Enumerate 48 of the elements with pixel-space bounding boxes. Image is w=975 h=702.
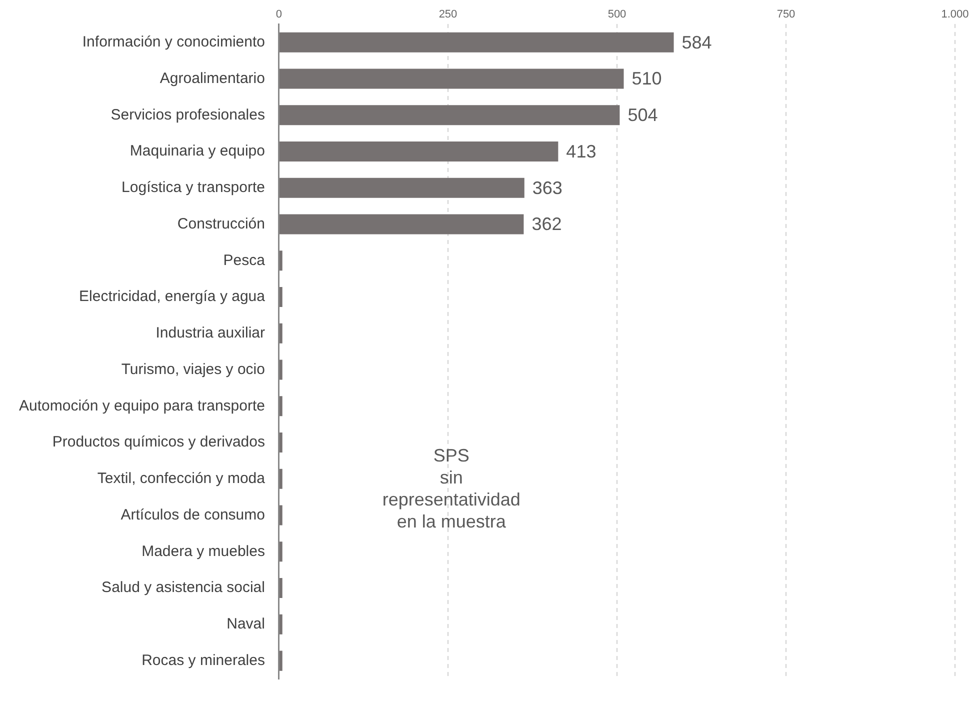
bar — [279, 214, 524, 234]
x-tick-label: 0 — [276, 8, 282, 21]
bar — [279, 578, 282, 598]
bar — [279, 105, 620, 126]
bar — [279, 323, 282, 344]
bar — [279, 542, 282, 562]
y-tick-label: Agroalimentario — [160, 70, 265, 87]
data-label: 413 — [566, 141, 596, 162]
y-tick-label: Electricidad, energía y agua — [79, 288, 266, 306]
y-tick-label: Logística y transporte — [122, 179, 265, 196]
x-tick-label: 750 — [776, 8, 796, 21]
y-tick-label: Rocas y minerales — [142, 652, 265, 669]
bar — [279, 650, 282, 671]
bar — [279, 178, 524, 198]
bar — [279, 614, 282, 634]
x-tick-label: 500 — [608, 8, 626, 21]
y-tick-label: Naval — [226, 616, 265, 633]
bar — [279, 396, 282, 416]
bar — [279, 142, 558, 162]
annotation: SPS sin representatividad en la muestra — [382, 445, 520, 532]
data-label: 362 — [532, 214, 562, 234]
bar — [279, 505, 282, 526]
bar — [279, 468, 282, 489]
y-tick-label: Salud y asistencia social — [102, 579, 265, 596]
y-tick-label: Industria auxiliar — [156, 324, 265, 342]
data-label: 504 — [628, 105, 658, 126]
y-tick-label: Artículos de consumo — [120, 506, 265, 524]
y-tick-label: Maquinaria y equipo — [130, 142, 265, 160]
y-tick-label: Automoción y equipo para transporte — [19, 397, 265, 414]
bar — [279, 32, 674, 52]
y-tick-label: Madera y muebles — [142, 542, 265, 560]
data-label: 363 — [532, 178, 562, 198]
data-label: 510 — [632, 68, 662, 89]
bar — [279, 432, 282, 453]
bar — [279, 68, 624, 89]
y-tick-label: Turismo, viajes y ocio — [121, 360, 265, 378]
bar — [279, 360, 282, 380]
y-tick-label: Construcción — [177, 215, 265, 232]
x-tick-label: 1.000 — [941, 8, 969, 21]
y-tick-label: Información y conocimiento — [82, 34, 265, 51]
bar — [279, 250, 282, 271]
bar — [279, 287, 282, 308]
y-tick-label: Servicios profesionales — [110, 106, 265, 124]
x-tick-label: 250 — [438, 8, 458, 21]
data-label: 584 — [682, 32, 712, 52]
y-tick-label: Productos químicos y derivados — [52, 434, 265, 451]
y-tick-label: Pesca — [223, 252, 266, 269]
y-tick-label: Textil, confección y moda — [97, 470, 266, 488]
